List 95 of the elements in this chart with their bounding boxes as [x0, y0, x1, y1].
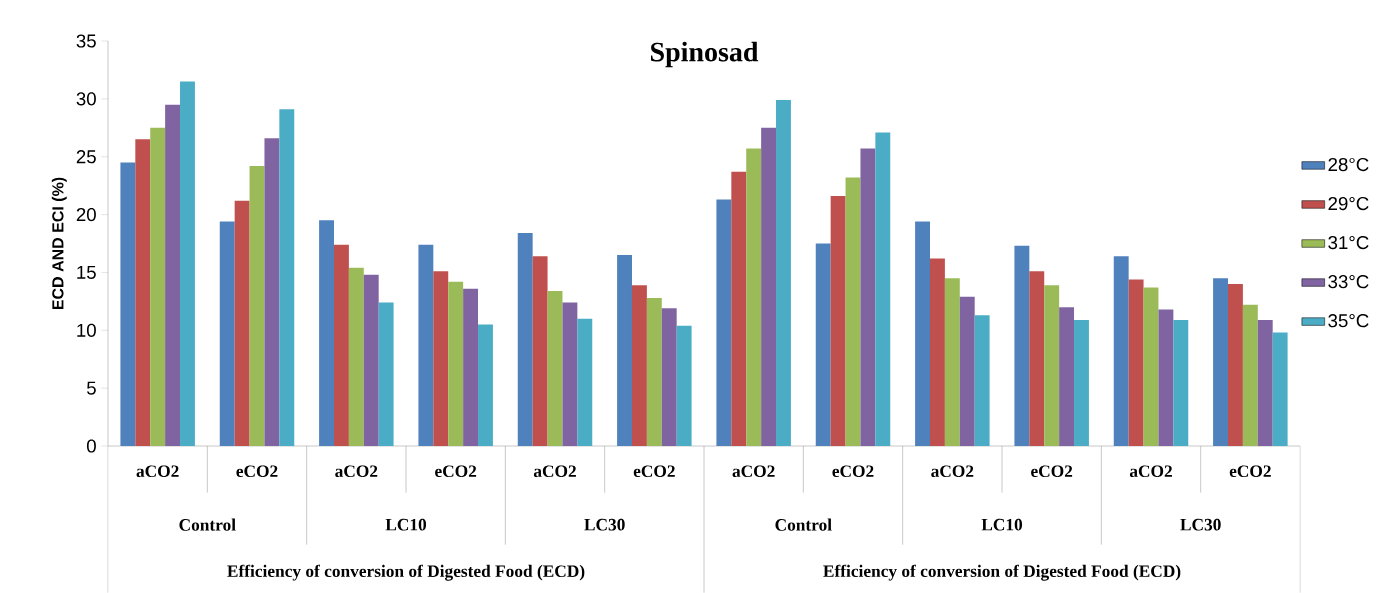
bar — [716, 199, 732, 446]
x-tick-label: aCO2 — [732, 465, 775, 478]
bar — [617, 255, 632, 446]
bar — [830, 196, 846, 446]
text: LC10 — [981, 518, 1023, 531]
bar — [1074, 319, 1089, 446]
x-tick-label: eCO2 — [1031, 465, 1073, 478]
bar — [631, 285, 647, 446]
bar — [333, 244, 349, 446]
bar — [547, 290, 563, 446]
chart-title: Spinosad — [651, 41, 759, 68]
bar — [219, 221, 235, 446]
bar — [845, 177, 861, 446]
bar — [378, 302, 394, 446]
bar — [532, 256, 548, 446]
bar — [646, 297, 662, 446]
x-tick-label: eCO2 — [236, 465, 278, 478]
text: LC10 — [385, 518, 427, 531]
bar — [517, 233, 533, 446]
bar — [165, 104, 181, 446]
bar — [1173, 319, 1189, 446]
x-tick-label: aCO2 — [533, 465, 576, 478]
y-tick-label: 20 — [76, 207, 96, 222]
y-tick-label: 25 — [76, 150, 96, 164]
legend-label: 33°C — [1328, 275, 1369, 289]
bar — [676, 325, 692, 446]
text: Efficiency of conversion of Digested Food (ECD) — [227, 564, 585, 581]
bar — [135, 139, 151, 446]
bar — [875, 132, 891, 446]
text: LC30 — [584, 518, 625, 531]
legend-label: 29°C — [1328, 196, 1369, 211]
bar — [363, 274, 379, 446]
bar — [974, 315, 990, 446]
text: Control — [775, 518, 832, 531]
x-tick-label: aCO2 — [1129, 465, 1172, 478]
y-tick-label: 30 — [76, 92, 96, 106]
bar — [562, 302, 578, 446]
bar — [249, 165, 265, 446]
x-tick-label: aCO2 — [931, 465, 974, 478]
bar — [930, 258, 945, 446]
legend-label: 35°C — [1328, 314, 1369, 328]
bar — [348, 267, 364, 446]
text: Efficiency of conversion of Digested Food (ECD) — [823, 564, 1181, 581]
bar — [944, 278, 960, 446]
bar — [478, 324, 493, 446]
y-axis-title: ECD AND ECI (%) — [51, 177, 67, 310]
bar — [1272, 332, 1288, 446]
bar — [463, 288, 479, 446]
y-tick-label: 15 — [77, 265, 96, 279]
y-tick-label: 5 — [87, 381, 96, 395]
bar — [448, 281, 464, 446]
bar — [776, 100, 791, 446]
x-tick-label: eCO2 — [633, 465, 675, 478]
bar — [319, 220, 334, 446]
bar — [120, 162, 136, 446]
bar — [1158, 309, 1174, 446]
bar — [1257, 319, 1273, 446]
bar — [915, 221, 930, 446]
bar — [1213, 278, 1228, 446]
y-tick-label: 0 — [86, 439, 96, 453]
bar — [1029, 271, 1045, 446]
bar — [731, 171, 747, 446]
x-tick-label: aCO2 — [335, 465, 378, 478]
bar — [761, 127, 777, 446]
y-tick-label: 35 — [76, 34, 96, 48]
bar — [1128, 279, 1144, 446]
text: Control — [179, 518, 236, 531]
x-tick-label: aCO2 — [136, 465, 179, 478]
bar — [860, 148, 876, 446]
bar — [746, 148, 762, 446]
bar — [577, 318, 593, 446]
x-tick-label: eCO2 — [1229, 465, 1271, 478]
bar — [959, 296, 975, 446]
bar — [815, 243, 831, 446]
x-tick-label: eCO2 — [435, 465, 477, 478]
bar — [418, 244, 434, 446]
bar — [279, 109, 295, 446]
bar — [1143, 287, 1159, 446]
bar — [264, 138, 280, 446]
bar — [1014, 245, 1030, 446]
text: LC30 — [1180, 518, 1221, 531]
bar — [1044, 285, 1060, 446]
bar — [1113, 256, 1129, 446]
legend-label: 28°C — [1328, 157, 1369, 172]
bar — [1228, 284, 1243, 446]
y-tick-label: 10 — [77, 323, 96, 337]
bar — [1242, 304, 1258, 446]
bar — [150, 127, 166, 446]
bar — [433, 271, 449, 446]
x-tick-label: eCO2 — [832, 465, 874, 478]
bar — [661, 308, 677, 446]
legend-label: 31°C — [1328, 235, 1369, 250]
bar — [180, 81, 195, 446]
bar — [1059, 307, 1075, 446]
bar — [234, 200, 250, 446]
